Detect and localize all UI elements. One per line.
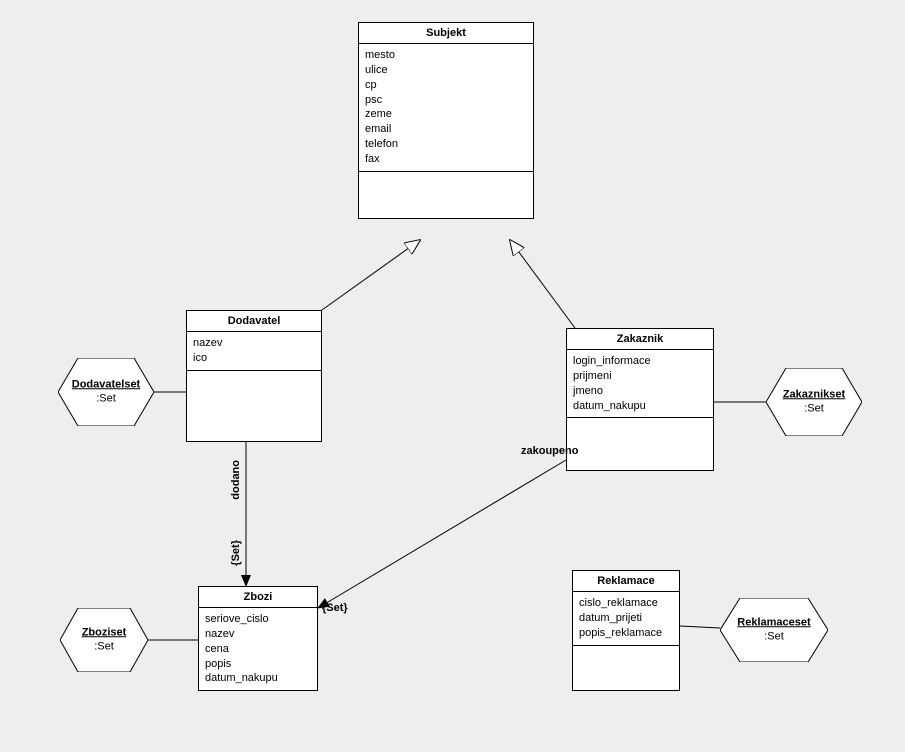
attr: fax <box>365 152 527 167</box>
edge-zakaznik-subjekt <box>510 240 575 328</box>
class-zakaznik: Zakaznik login_informace prijmeni jmeno … <box>566 328 714 471</box>
hex-name: Reklamaceset <box>737 616 810 628</box>
class-ops <box>567 418 713 470</box>
class-ops <box>573 646 679 690</box>
hex-name: Zboziset <box>82 626 127 638</box>
attr: mesto <box>365 48 527 63</box>
hex-name: Zakaznikset <box>783 388 845 400</box>
attr: nazev <box>193 336 315 351</box>
edge-dodavatel-subjekt <box>322 240 420 310</box>
attr: popis_reklamace <box>579 626 673 641</box>
attr: nazev <box>205 627 311 642</box>
attr: login_informace <box>573 354 707 369</box>
class-subjekt: Subjekt mesto ulice cp psc zeme email te… <box>358 22 534 219</box>
edge-zakaznik-zbozi <box>318 460 566 608</box>
diagram-canvas: { "diagram": { "type": "uml-class-diagra… <box>0 0 905 752</box>
class-zbozi: Zbozi seriove_cislo nazev cena popis dat… <box>198 586 318 691</box>
class-attrs: nazev ico <box>187 332 321 371</box>
label-set1: {Set} <box>230 540 242 566</box>
hex-zakaznikset: Zakaznikset :Set <box>766 368 862 436</box>
hex-reklamaceset: Reklamaceset :Set <box>720 598 828 662</box>
label-set2: {Set} <box>322 602 348 614</box>
attr: ico <box>193 351 315 366</box>
attr: datum_prijeti <box>579 611 673 626</box>
label-dodano: dodano <box>230 460 242 500</box>
attr: jmeno <box>573 384 707 399</box>
class-attrs: cislo_reklamace datum_prijeti popis_rekl… <box>573 592 679 646</box>
class-ops <box>359 172 533 218</box>
attr: email <box>365 122 527 137</box>
hex-sub: :Set <box>96 392 116 404</box>
attr: popis <box>205 657 311 672</box>
class-title: Zakaznik <box>567 329 713 350</box>
attr: cislo_reklamace <box>579 596 673 611</box>
class-title: Subjekt <box>359 23 533 44</box>
attr: cena <box>205 642 311 657</box>
class-title: Reklamace <box>573 571 679 592</box>
hex-sub: :Set <box>804 402 824 414</box>
edge-reklamaceset-link <box>680 626 720 628</box>
attr: datum_nakupu <box>205 671 311 686</box>
class-attrs: login_informace prijmeni jmeno datum_nak… <box>567 350 713 418</box>
class-title: Dodavatel <box>187 311 321 332</box>
attr: telefon <box>365 137 527 152</box>
class-attrs: seriove_cislo nazev cena popis datum_nak… <box>199 608 317 690</box>
hex-sub: :Set <box>764 630 784 642</box>
attr: ulice <box>365 63 527 78</box>
hex-dodavatelset: Dodavatelset :Set <box>58 358 154 426</box>
attr: zeme <box>365 107 527 122</box>
attr: psc <box>365 93 527 108</box>
hex-zboziset: Zboziset :Set <box>60 608 148 672</box>
label-zakoupeno: zakoupeno <box>521 445 578 457</box>
attr: seriove_cislo <box>205 612 311 627</box>
class-attrs: mesto ulice cp psc zeme email telefon fa… <box>359 44 533 172</box>
class-reklamace: Reklamace cislo_reklamace datum_prijeti … <box>572 570 680 691</box>
hex-name: Dodavatelset <box>72 378 140 390</box>
class-title: Zbozi <box>199 587 317 608</box>
hex-sub: :Set <box>94 640 114 652</box>
attr: datum_nakupu <box>573 399 707 414</box>
class-ops <box>187 371 321 441</box>
attr: cp <box>365 78 527 93</box>
attr: prijmeni <box>573 369 707 384</box>
class-dodavatel: Dodavatel nazev ico <box>186 310 322 442</box>
